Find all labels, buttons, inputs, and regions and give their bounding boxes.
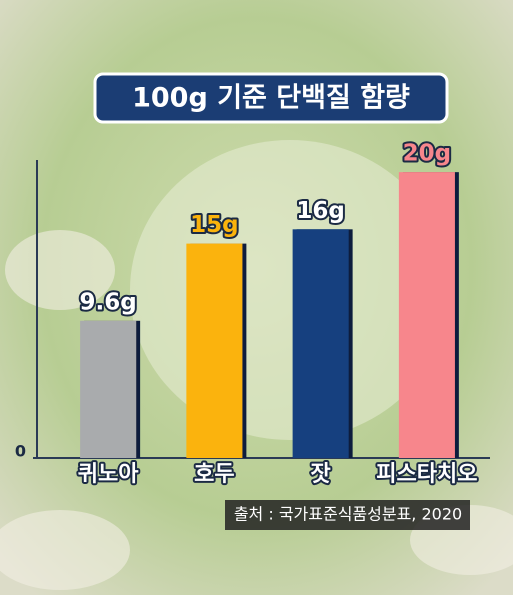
value-label: 16g (296, 198, 344, 224)
nut-blur (0, 510, 130, 590)
value-label: 9.6g (80, 289, 137, 315)
bar (292, 229, 349, 458)
value-label: 15g (190, 212, 238, 238)
source: 출처 : 국가표준식품성분표, 2020 (234, 505, 462, 524)
bar (186, 243, 243, 458)
value-label: 20g (403, 141, 451, 167)
bar (80, 320, 137, 458)
y-tick-label: 0 (15, 442, 26, 461)
bar (398, 172, 455, 458)
nut-blur (5, 230, 115, 310)
x-tick-label: 피스타치오 (376, 462, 477, 487)
x-tick-label: 잣 (311, 462, 331, 487)
chart-title: 100g 기준 단백질 함량 (132, 83, 410, 114)
x-tick-label: 호두 (194, 462, 234, 487)
source-box (225, 500, 470, 530)
title-box (93, 72, 449, 124)
x-tick-label: 퀴노아 (78, 462, 139, 487)
